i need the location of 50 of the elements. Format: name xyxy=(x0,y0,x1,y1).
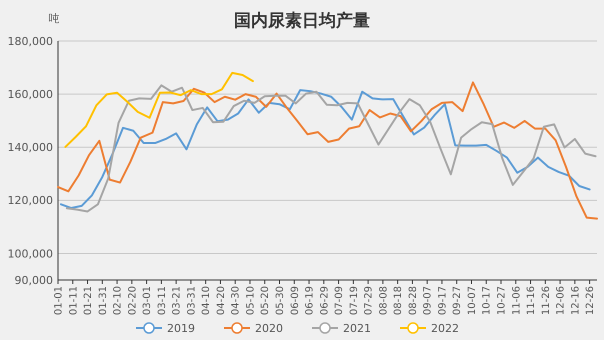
legend-label: 2020 xyxy=(255,322,283,335)
x-tick-label: 01-01 xyxy=(54,286,64,316)
chart-title: 国内尿素日均产量 xyxy=(234,11,370,31)
x-tick-label: 07-19 xyxy=(348,286,360,316)
y-axis-title: 吨 xyxy=(48,12,60,25)
x-tick-label: 03-01 xyxy=(142,286,154,316)
x-tick-label: 12-06 xyxy=(556,286,567,316)
x-tick-label: 04-20 xyxy=(216,286,227,316)
x-tick-label: 12-16 xyxy=(570,286,582,316)
x-tick-label: 12-26 xyxy=(585,286,596,316)
x-tick-label: 07-29 xyxy=(364,286,375,316)
x-tick-label: 02-20 xyxy=(127,286,138,316)
legend-label: 2022 xyxy=(431,322,459,335)
legend-label: 2019 xyxy=(167,322,195,335)
y-tick-label: 180,000 xyxy=(8,34,53,48)
x-tick-label: 03-31 xyxy=(186,286,198,316)
y-tick-label: 160,000 xyxy=(8,88,53,101)
x-tick-label: 11-06 xyxy=(511,286,522,316)
x-tick-label: 01-11 xyxy=(68,286,80,316)
x-tick-label: 01-21 xyxy=(83,286,94,316)
x-tick-label: 05-20 xyxy=(260,286,272,316)
x-tick-label: 09-17 xyxy=(437,286,448,316)
x-tick-label: 06-19 xyxy=(304,286,316,316)
x-tick-label: 07-09 xyxy=(334,286,346,316)
x-tick-label: 08-18 xyxy=(393,286,404,316)
y-tick-label: 100,000 xyxy=(8,247,53,260)
x-tick-label: 06-29 xyxy=(319,286,330,316)
x-tick-label: 11-26 xyxy=(540,286,552,316)
y-tick-label: 90,000 xyxy=(14,274,53,287)
x-tick-label: 05-10 xyxy=(245,286,256,316)
x-tick-label: 08-28 xyxy=(408,286,419,316)
x-tick-label: 02-10 xyxy=(112,286,124,316)
x-tick-label: 10-17 xyxy=(482,286,493,316)
x-tick-label: 04-30 xyxy=(230,286,242,316)
line-series xyxy=(64,72,254,148)
x-tick-label: 03-11 xyxy=(156,286,168,316)
x-tick-label: 05-30 xyxy=(275,286,286,316)
x-tick-label: 10-27 xyxy=(496,286,508,316)
x-tick-label: 11-16 xyxy=(526,286,538,316)
x-tick-label: 04-10 xyxy=(201,286,212,316)
x-tick-label: 03-21 xyxy=(172,286,183,316)
y-tick-label: 140,000 xyxy=(8,141,53,154)
x-tick-label: 01-31 xyxy=(98,286,109,316)
x-tick-label: 09-07 xyxy=(422,286,434,316)
x-tick-label: 10-07 xyxy=(466,286,478,316)
x-tick-label: 09-27 xyxy=(452,286,464,316)
legend-label: 2021 xyxy=(343,322,371,335)
x-tick-label: 06-09 xyxy=(290,286,301,316)
y-tick-label: 120,000 xyxy=(8,194,53,208)
x-tick-label: 08-08 xyxy=(378,286,390,316)
